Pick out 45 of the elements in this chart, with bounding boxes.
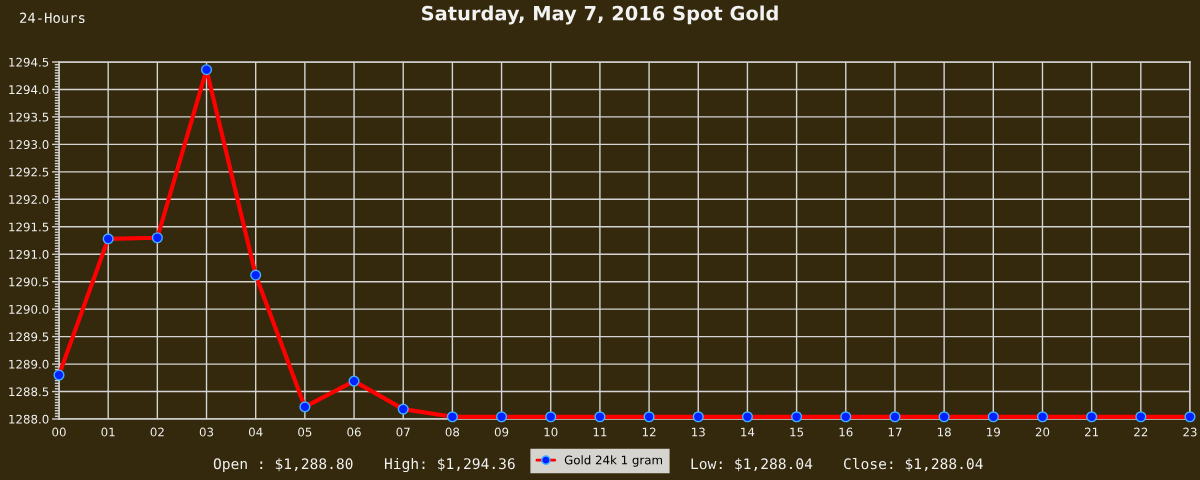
y-tick-label: 1293.0: [9, 140, 49, 150]
x-tick-label: 04: [248, 427, 263, 437]
text: High: $1,294.36: [384, 457, 515, 473]
x-tick-label: 17: [888, 427, 902, 437]
x-tick-label: 15: [790, 427, 804, 437]
x-tick-label: 22: [1134, 427, 1148, 437]
x-tick-label: 02: [150, 427, 164, 437]
text: Low: $1,288.04: [691, 457, 813, 472]
chart-title: Saturday, May 7, 2016 Spot Gold: [422, 5, 778, 25]
y-tick-label: 1292.0: [9, 195, 49, 204]
y-tick-label: 1288.0: [9, 414, 49, 424]
x-tick-label: 13: [692, 427, 705, 437]
legend-label: Gold 24k 1 gram: [564, 455, 662, 467]
x-tick-label: 20: [1035, 427, 1050, 437]
y-tick-label: 1291.0: [9, 249, 49, 259]
x-tick-label: 11: [593, 427, 607, 437]
y-tick-label: 1289.0: [9, 359, 49, 369]
y-tick-label: 1290.0: [9, 304, 49, 314]
y-tick-label: 1292.5: [9, 167, 49, 177]
x-tick-label: 06: [347, 427, 361, 437]
y-tick-label: 1289.5: [9, 332, 49, 342]
x-tick-label: 07: [396, 427, 410, 437]
x-tick-label: 09: [494, 427, 509, 437]
x-tick-label: 00: [52, 427, 66, 437]
y-tick-label: 1293.5: [9, 112, 49, 122]
y-tick-label: 1288.5: [9, 387, 49, 397]
text: Open : $1,288.80: [213, 457, 353, 473]
x-tick-label: 10: [544, 427, 558, 437]
x-tick-label: 01: [101, 427, 115, 437]
x-tick-label: 05: [298, 427, 312, 437]
text: 24-Hours: [20, 12, 85, 24]
y-tick-label: 1290.5: [9, 277, 49, 287]
x-tick-label: 03: [199, 427, 214, 437]
x-tick-label: 08: [445, 427, 460, 437]
x-tick-label: 19: [987, 427, 1000, 437]
y-tick-label: 1294.0: [9, 85, 49, 95]
x-tick-label: 21: [1085, 427, 1099, 437]
y-tick-label: 1294.5: [9, 57, 49, 67]
y-tick-label: 1291.5: [9, 222, 49, 232]
x-tick-label: 12: [642, 427, 656, 437]
x-tick-label: 16: [839, 427, 853, 437]
text: Close: $1,288.04: [843, 457, 983, 472]
x-tick-label: 18: [937, 427, 951, 437]
x-tick-label: 14: [741, 427, 755, 437]
x-tick-label: 23: [1183, 427, 1197, 437]
